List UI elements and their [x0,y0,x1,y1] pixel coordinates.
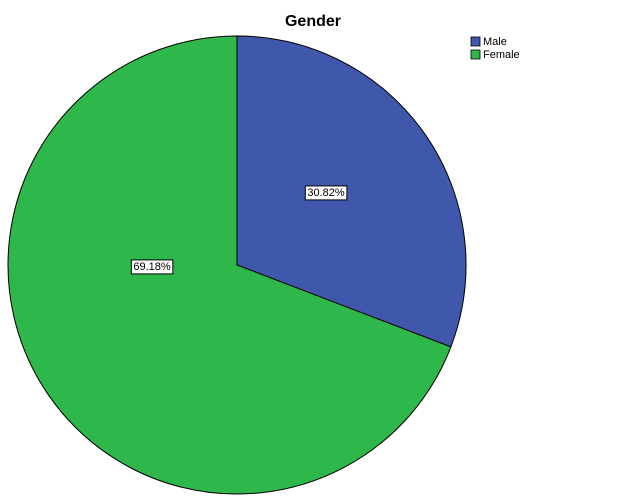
data-label-text: 30.82% [307,187,345,199]
legend-swatch [470,49,481,60]
data-label: 30.82% [304,185,348,201]
legend-label: Female [483,49,520,61]
chart-title: Gender [285,13,341,30]
pie-slice [7,35,452,495]
data-label-text: 69.18% [133,261,171,273]
legend-swatch [470,36,481,47]
legend-label: Male [483,36,507,48]
pie-slice [236,35,467,348]
data-label-box [304,185,348,201]
data-label-box [130,259,174,275]
data-label: 69.18% [130,259,174,275]
